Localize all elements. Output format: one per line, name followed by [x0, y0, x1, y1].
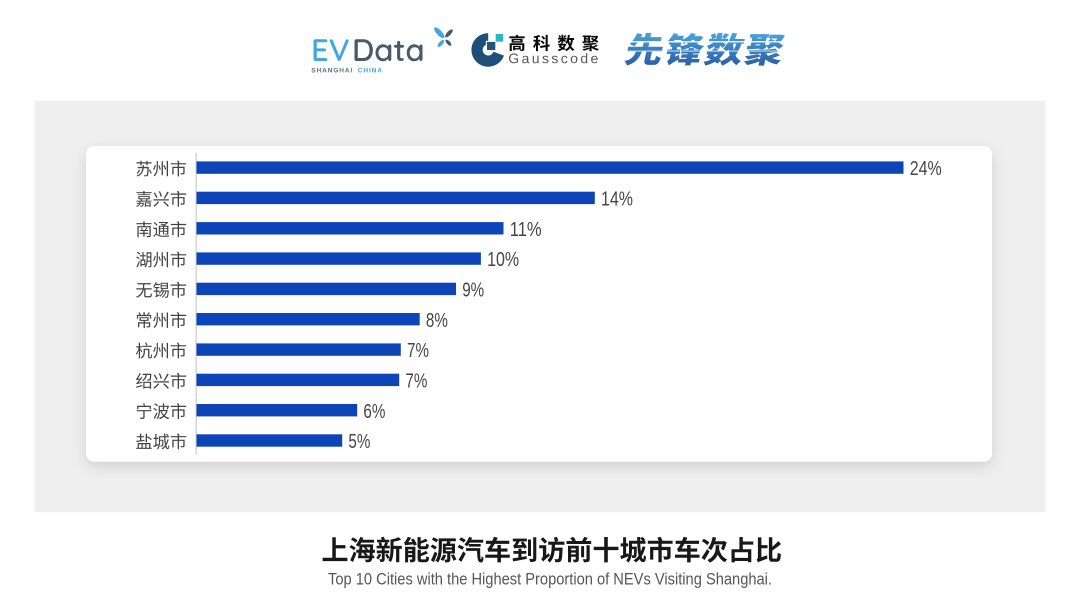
- svg-text:11%: 11%: [510, 219, 542, 241]
- svg-text:7%: 7%: [407, 340, 429, 362]
- svg-text:5%: 5%: [348, 431, 370, 453]
- svg-text:7%: 7%: [405, 371, 427, 393]
- svg-text:6%: 6%: [363, 401, 385, 423]
- svg-text:10%: 10%: [487, 249, 519, 271]
- svg-text:Top 10 Cities with the Highest: Top 10 Cities with the Highest Proportio…: [328, 569, 772, 588]
- svg-text:14%: 14%: [601, 189, 633, 211]
- svg-text:24%: 24%: [910, 158, 942, 180]
- svg-text:8%: 8%: [426, 310, 448, 332]
- svg-text:9%: 9%: [462, 280, 484, 302]
